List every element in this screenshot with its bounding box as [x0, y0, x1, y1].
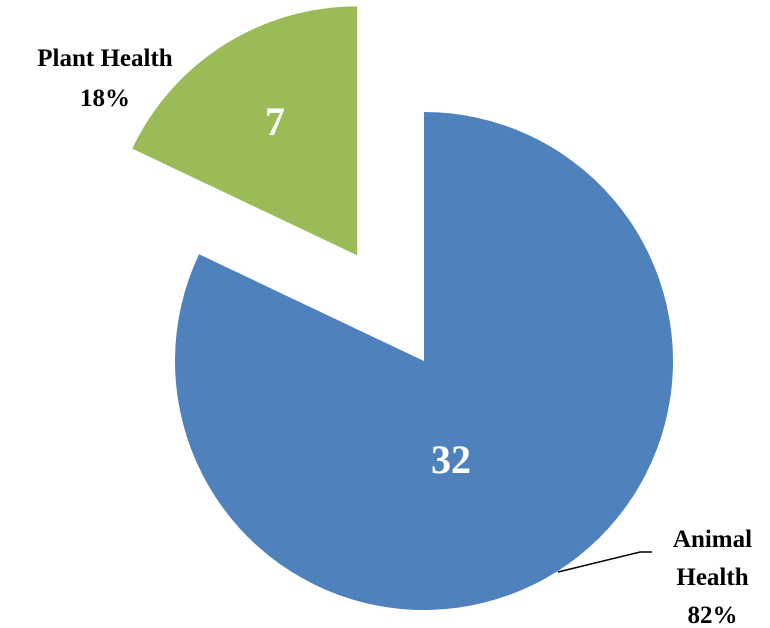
- pie-slice: [132, 6, 358, 256]
- category-label: Animal Health: [672, 526, 753, 591]
- pie-slice: [175, 112, 674, 610]
- category-label: Plant Health: [37, 45, 173, 72]
- leader-line: [557, 551, 652, 573]
- slice-value-label: 32: [431, 437, 471, 482]
- percent-label: 18%: [80, 85, 130, 112]
- percent-label: 82%: [687, 602, 738, 628]
- slice-value-label: 7: [265, 99, 285, 144]
